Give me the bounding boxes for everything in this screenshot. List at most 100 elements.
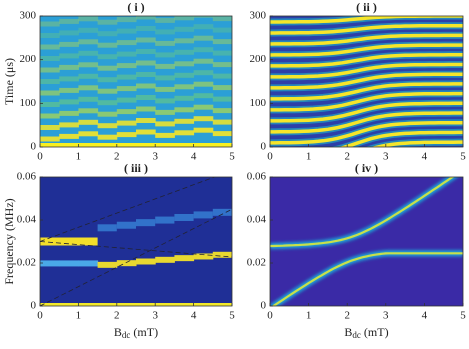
y-tick-label: 0.02 <box>17 257 36 269</box>
heatmap-band <box>40 33 60 38</box>
heatmap-band <box>78 96 99 102</box>
heatmap-band <box>136 219 156 227</box>
heatmap-band <box>174 95 195 101</box>
heatmap-band <box>116 51 137 57</box>
x-tick-label: 0 <box>267 151 273 163</box>
heatmap-band <box>212 251 232 258</box>
heatmap-band <box>59 18 79 24</box>
heatmap-band <box>270 23 463 35</box>
heatmap-band <box>136 95 156 100</box>
heatmap-band <box>78 62 99 68</box>
heatmap-band <box>155 75 175 81</box>
heatmap-band <box>97 88 118 94</box>
x-tick-label: 3 <box>152 151 158 163</box>
heatmap-band <box>97 100 118 106</box>
heatmap-band <box>116 86 137 92</box>
heatmap-band <box>212 16 232 22</box>
heatmap-band <box>40 102 60 107</box>
heatmap-band <box>136 118 156 123</box>
x-label-unit: (mT) <box>364 325 389 339</box>
heatmap-band <box>40 67 60 73</box>
guide-line <box>40 177 216 242</box>
heatmap-band <box>59 53 79 59</box>
heatmap-band <box>174 49 195 55</box>
heatmap-band <box>193 211 213 219</box>
heatmap-band <box>78 39 99 45</box>
heatmap-band <box>116 260 137 267</box>
y-tick-label: 0.04 <box>17 214 37 226</box>
heatmap-band <box>212 27 232 33</box>
heatmap-band <box>174 107 195 113</box>
heatmap-band <box>193 70 214 76</box>
x-axis-label: Bdc (mT) <box>344 325 388 340</box>
heatmap-band <box>193 35 214 41</box>
y-tick-label: 0.04 <box>247 214 267 226</box>
heatmap-band <box>174 118 195 124</box>
heatmap-band <box>212 62 232 68</box>
heatmap-band <box>97 261 118 268</box>
heatmap-band <box>338 130 463 147</box>
heatmap-band <box>194 1 214 6</box>
heatmap-band <box>155 216 175 224</box>
heatmap-band <box>59 99 79 105</box>
heatmap-band <box>155 98 175 104</box>
heatmap-band <box>136 258 156 265</box>
heatmap-band <box>193 116 214 122</box>
heatmap-band <box>40 237 98 246</box>
x-tick-label: 4 <box>191 151 197 163</box>
heatmap-band <box>59 30 79 36</box>
heatmap-band <box>97 77 118 83</box>
heatmap-band <box>174 26 195 32</box>
heatmap-band <box>370 140 463 147</box>
heatmap-band <box>40 143 232 147</box>
heatmap-band <box>116 63 137 69</box>
heatmap-band <box>270 62 463 79</box>
heatmap-band <box>213 5 233 10</box>
heatmap-band <box>155 29 175 35</box>
heatmap-band <box>97 54 118 60</box>
heatmap-band <box>136 129 156 135</box>
heatmap-band <box>97 123 118 129</box>
heatmap-band <box>40 260 60 267</box>
heatmap-band <box>193 58 214 64</box>
x-tick-label: 2 <box>344 151 350 163</box>
x-tick-label: 3 <box>383 151 389 163</box>
heatmap-band <box>270 111 463 134</box>
panel-title: ( iii ) <box>124 161 148 175</box>
heatmap-band <box>116 74 137 80</box>
x-tick-label: 4 <box>422 151 428 163</box>
heatmap-band <box>212 108 232 114</box>
heatmap-band <box>212 131 232 137</box>
x-tick-label: 4 <box>422 310 428 322</box>
heatmap-band <box>78 5 98 10</box>
heatmap-band <box>78 27 99 33</box>
heatmap-band <box>174 61 195 67</box>
heatmap-band <box>59 122 79 128</box>
x-label-unit: (mT) <box>133 325 158 339</box>
heatmap-band <box>212 50 232 56</box>
heatmap-band <box>193 16 214 18</box>
heatmap-band <box>136 26 156 31</box>
heatmap-band <box>40 10 60 15</box>
x-tick-label: 5 <box>229 310 235 322</box>
heatmap-image <box>40 1 233 147</box>
heatmap-band <box>40 136 60 142</box>
heatmap-band <box>116 120 137 126</box>
heatmap-band <box>270 101 463 123</box>
x-tick-label: 0 <box>37 151 43 163</box>
y-tick-label: 0.06 <box>17 171 37 183</box>
heatmap-band <box>193 24 214 30</box>
heatmap-band <box>97 65 118 71</box>
y-tick-label: 0.02 <box>247 257 266 269</box>
x-label-main: B <box>114 325 122 339</box>
heatmap-band <box>174 4 194 9</box>
heatmap-image <box>270 16 463 147</box>
panel-title: ( ii ) <box>356 0 377 14</box>
heatmap-band <box>116 109 137 115</box>
heatmap-band <box>78 85 99 91</box>
x-tick-label: 2 <box>114 151 120 163</box>
heatmap-band <box>270 177 455 248</box>
heatmap-band <box>59 260 79 267</box>
heatmap-band <box>155 121 175 127</box>
